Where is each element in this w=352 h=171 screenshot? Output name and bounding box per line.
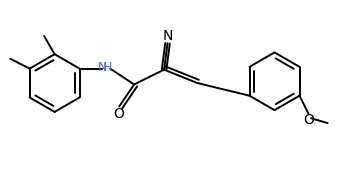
Text: O: O bbox=[113, 107, 124, 121]
Text: N: N bbox=[162, 29, 173, 43]
Text: H: H bbox=[102, 61, 112, 74]
Text: N: N bbox=[98, 61, 107, 74]
Text: O: O bbox=[303, 113, 314, 127]
